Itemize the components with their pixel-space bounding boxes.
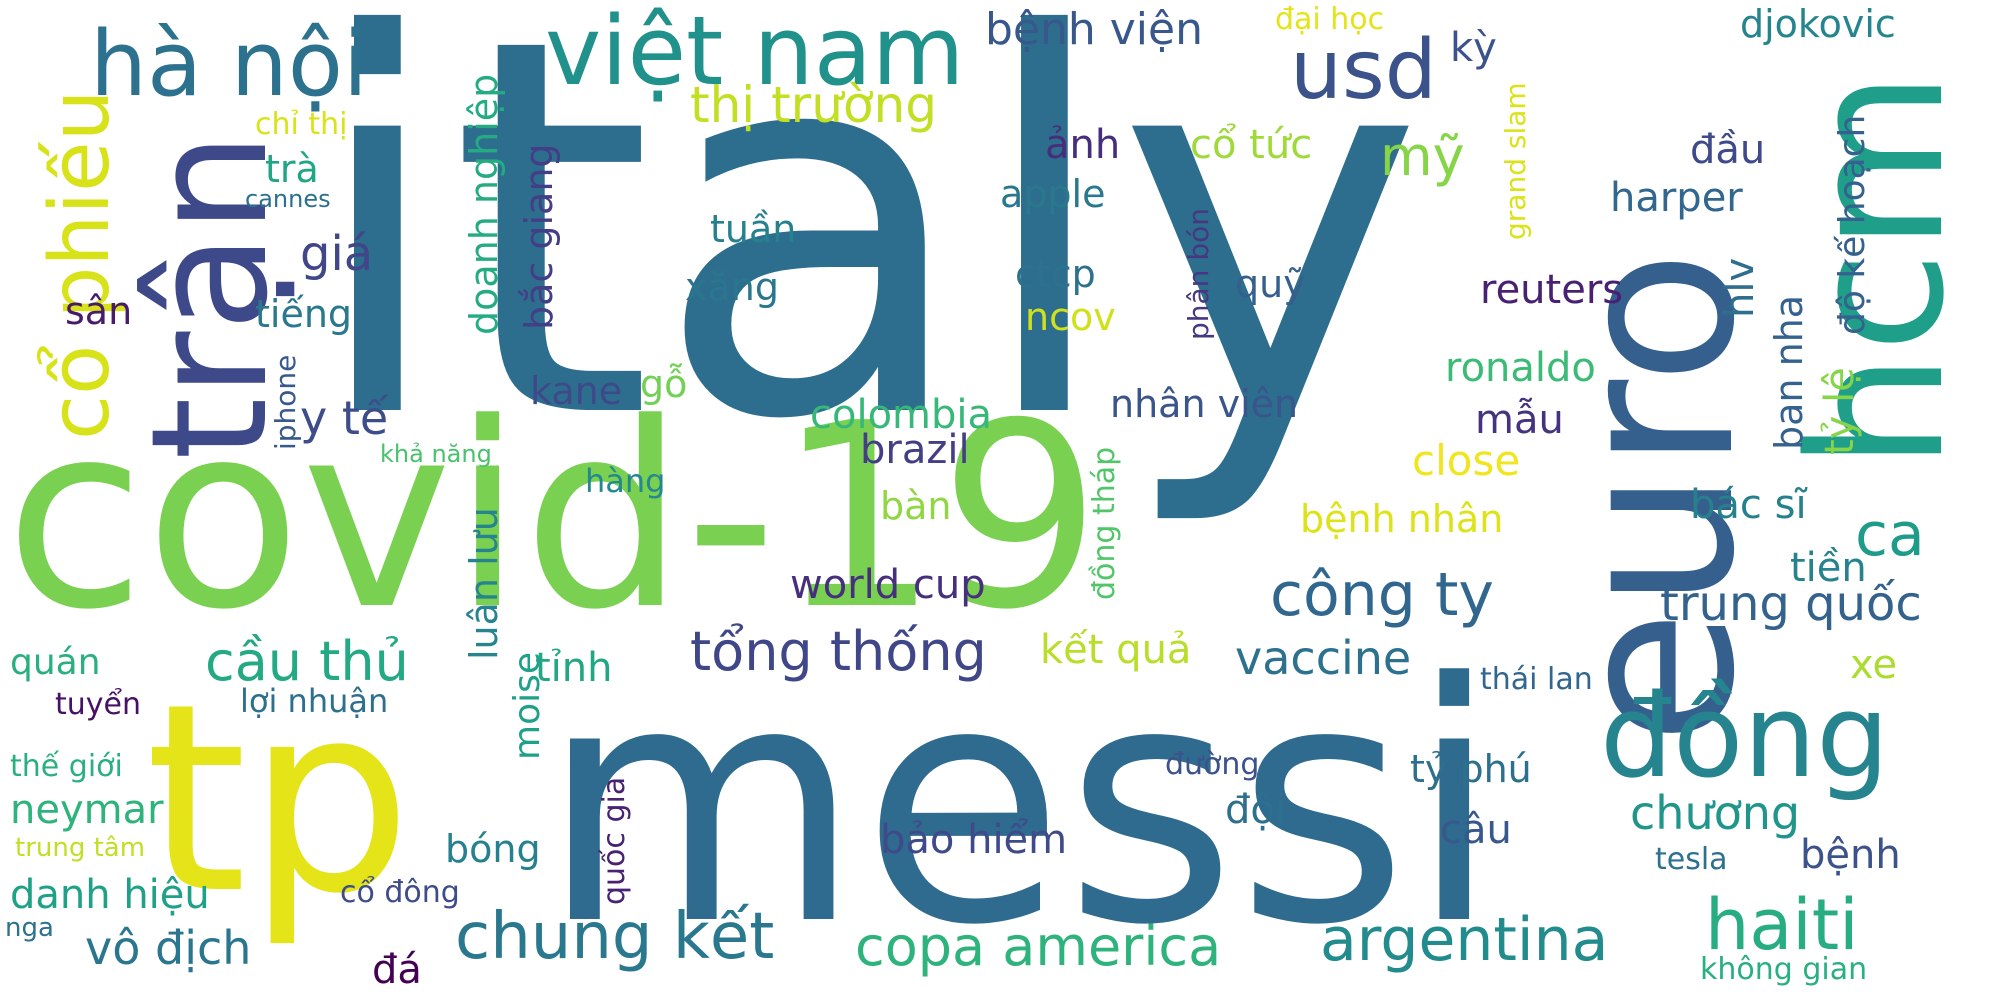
word-bao-hiem: bảo hiểm	[880, 817, 1068, 863]
word-benh-nhan: bệnh nhân	[1300, 497, 1504, 541]
word-nga: nga	[5, 913, 54, 943]
word-dau: đầu	[1690, 127, 1766, 173]
word-da: đá	[372, 947, 422, 993]
word-xe: xe	[1850, 642, 1898, 688]
word-tp: tp	[145, 649, 412, 951]
word-messi: messi	[540, 613, 1501, 997]
word-ncov: ncov	[1025, 295, 1116, 339]
word-brazil: brazil	[860, 427, 970, 473]
word-close: close	[1412, 436, 1521, 485]
word-dong-thap: đồng tháp	[1087, 446, 1122, 600]
word-cong-ty: công ty	[1270, 560, 1494, 630]
word-luan-luu: luân lưu	[462, 507, 506, 660]
word-ca: ca	[1855, 500, 1925, 570]
word-usd: usd	[1290, 23, 1437, 118]
word-apple: apple	[1000, 172, 1106, 216]
word-tong-thong: tổng thống	[690, 620, 987, 683]
word-viet-nam: việt nam	[545, 0, 965, 107]
word-do-ke-hoach: độ kế hoạch	[1832, 114, 1873, 335]
word-hcm: hcm	[1769, 70, 1985, 470]
word-moise: moise	[507, 652, 548, 760]
word-bong: bóng	[445, 827, 541, 871]
word-danh-hieu: danh hiệu	[10, 872, 210, 918]
word-quy: quỹ	[1235, 262, 1306, 306]
word-iphone: iphone	[269, 354, 302, 450]
word-y-te: y tế	[300, 391, 389, 445]
word-dong: đồng	[1600, 670, 1890, 804]
word-quan: quán	[10, 642, 101, 683]
word-phan-bon: phân bón	[1182, 208, 1215, 340]
word-trung-quoc: trung quốc	[1660, 576, 1922, 632]
word-ctcp: ctcp	[1015, 252, 1096, 296]
word-thi-truong: thị trường	[690, 76, 937, 134]
word-benh: bệnh	[1800, 832, 1901, 878]
word-trung-tam: trung tâm	[15, 833, 146, 863]
word-djokovic: djokovic	[1740, 2, 1896, 46]
word-vo-dich: vô địch	[85, 921, 252, 975]
word-ky: kỳ	[1450, 25, 1497, 71]
word-my: mỹ	[1380, 125, 1465, 188]
word-cannes: cannes	[245, 185, 331, 213]
word-gia: giá	[300, 226, 374, 282]
word-benh-vien: bệnh viện	[985, 4, 1203, 55]
word-covid-19: covid-19	[5, 369, 1102, 666]
word-nhan-vien: nhân viên	[1110, 382, 1299, 426]
word-cau-thu: cầu thủ	[205, 630, 409, 693]
word-quoc-gia: quốc gia	[597, 776, 632, 905]
word-anh: ảnh	[1045, 122, 1121, 168]
word-chi-thi: chỉ thị	[255, 107, 348, 142]
word-duong: đường	[1165, 747, 1260, 782]
word-bac-si: bác sĩ	[1690, 482, 1807, 528]
word-world-cup: world cup	[790, 562, 986, 608]
word-ban: bàn	[880, 484, 952, 528]
word-neymar: neymar	[10, 787, 164, 833]
word-copa-america: copa america	[855, 915, 1222, 978]
word-san: sân	[65, 289, 133, 333]
word-colombia: colombia	[810, 392, 993, 438]
word-tieng: tiếng	[255, 292, 353, 336]
word-cau: câu	[1440, 807, 1512, 853]
word-reuters: reuters	[1480, 267, 1624, 313]
word-tra: trà	[265, 147, 319, 191]
word-kha-nang: khả năng	[380, 440, 492, 468]
word-argentina: argentina	[1320, 905, 1609, 975]
word-tinh: tỉnh	[535, 645, 613, 691]
word-hlv: hlv	[1717, 257, 1763, 318]
word-ty-le: tỷ lệ	[1817, 367, 1863, 455]
word-italy: italy	[305, 0, 1425, 533]
word-chung-ket: chung kết	[455, 900, 775, 974]
word-vaccine: vaccine	[1235, 631, 1412, 685]
word-ket-qua: kết quả	[1040, 627, 1192, 673]
word-tuyen: tuyển	[55, 687, 142, 722]
word-co-phieu: cổ phiếu	[33, 89, 128, 440]
word-harper: harper	[1610, 175, 1743, 221]
word-khong-gian: không gian	[1700, 952, 1868, 987]
word-doi: đội	[1225, 787, 1286, 833]
word-grand-slam: grand slam	[1499, 82, 1532, 240]
word-thai-lan: thái lan	[1480, 662, 1593, 697]
word-co-tuc: cổ tức	[1190, 122, 1313, 168]
word-ty-phu: tỷ phú	[1410, 747, 1532, 791]
word-ronaldo: ronaldo	[1445, 345, 1596, 391]
word-haiti: haiti	[1705, 884, 1859, 966]
word-ha-noi: hà nội	[90, 12, 368, 117]
word-co-dong: cổ đông	[340, 875, 460, 910]
word-bac-giang: bắc giang	[517, 143, 561, 330]
word-tuan: tuần	[710, 207, 797, 251]
word-xang: xăng	[685, 265, 779, 309]
word-loi-nhuan: lợi nhuận	[240, 682, 389, 720]
word-ban-nha: ban nha	[1767, 294, 1811, 450]
word-mau: mẫu	[1475, 397, 1564, 443]
word-chuong: chương	[1630, 786, 1801, 840]
word-tien: tiền	[1790, 545, 1867, 591]
word-hang: hàng	[585, 462, 666, 500]
word-go: gỗ	[640, 362, 688, 406]
word-tesla: tesla	[1655, 842, 1728, 877]
word-the-gioi: thế giới	[10, 749, 123, 784]
word-doanh-nghiep: doanh nghiệp	[462, 73, 506, 335]
word-dai-hoc: đại học	[1275, 2, 1385, 37]
word-kane: kane	[530, 369, 623, 413]
